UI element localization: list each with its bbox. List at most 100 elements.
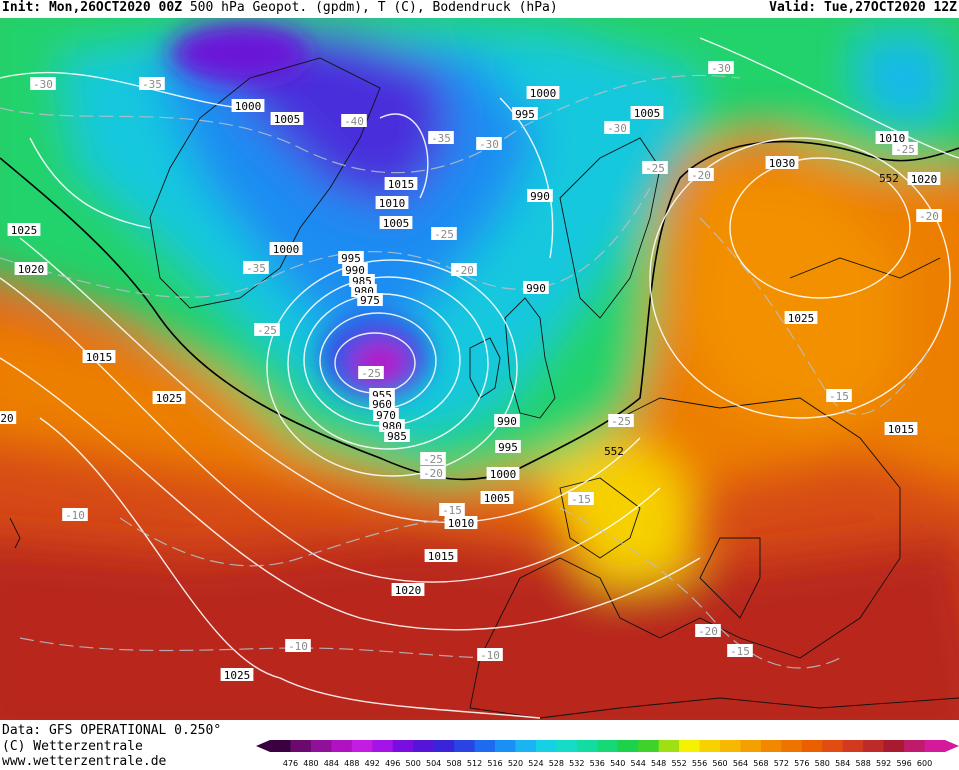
temperature-label: -30	[476, 137, 502, 151]
isobar-label-box	[270, 112, 304, 125]
scale-tick-label: 528	[549, 759, 564, 768]
scale-tick-label: 592	[876, 759, 891, 768]
thickness-label-text: 552	[604, 445, 624, 458]
temperature-label-box	[451, 263, 477, 276]
isobar-label-text: 1010	[379, 197, 406, 210]
scale-tick-label: 520	[508, 759, 523, 768]
geopotential-field	[0, 18, 959, 720]
copyright: (C) Wetterzentrale	[2, 738, 143, 754]
valid-label: Valid:	[769, 0, 817, 15]
scale-tick-label: 524	[528, 759, 543, 768]
scale-tick-label: 536	[590, 759, 605, 768]
scale-swatch	[924, 740, 946, 752]
scale-swatch	[392, 740, 414, 752]
isobar-label: 1000	[526, 86, 560, 100]
isobar-label: 970	[373, 408, 399, 422]
isobar-label: 990	[523, 281, 549, 295]
scale-swatch	[863, 740, 885, 752]
isobar-label: 1000	[269, 242, 303, 256]
isobar-label-text: 1015	[86, 351, 113, 364]
isobar-label-box	[907, 172, 941, 185]
temperature-label: -20	[688, 168, 714, 182]
temperature-label-text: -30	[33, 78, 53, 91]
scale-swatch	[331, 740, 353, 752]
isobar-label-box	[527, 189, 553, 202]
scale-tick-label: 532	[569, 759, 584, 768]
scale-tick-label: 580	[815, 759, 830, 768]
isobar-label-box	[494, 414, 520, 427]
temperature-label: -35	[428, 131, 454, 145]
isobar-label-box	[384, 429, 410, 442]
scale-swatch	[270, 740, 291, 752]
temperature-label-text: -35	[431, 132, 451, 145]
isobar-label: 960	[369, 397, 395, 411]
temperature-label: -25	[608, 414, 634, 428]
isobar-label-text: 1025	[224, 669, 251, 682]
temperature-label-box	[476, 137, 502, 150]
isobar-label: 1025	[7, 223, 41, 237]
temperature-label-box	[568, 492, 594, 505]
init-value: Mon,26OCT2020 00Z	[48, 0, 183, 15]
temperature-label-text: -10	[480, 649, 500, 662]
isobar-label-text: 1025	[156, 392, 183, 405]
isobar-label: 995	[495, 440, 521, 454]
scale-swatch	[801, 740, 823, 752]
scale-arrow-left	[256, 740, 270, 752]
isobar-label: 1010	[444, 516, 478, 530]
isobar-label-text: 990	[530, 190, 550, 203]
temperature-label-text: -35	[246, 262, 266, 275]
isobar-label-box	[391, 583, 425, 596]
isobar-label: 1005	[270, 112, 304, 126]
temperature-label-box	[254, 323, 280, 336]
isobar-label-text: 1000	[273, 243, 300, 256]
isobar-label-text: 985	[387, 430, 407, 443]
isobar-label: 1020	[14, 262, 48, 276]
isobar-label-text: 970	[376, 409, 396, 422]
isobar-label: 1000	[231, 99, 265, 113]
isobar-label-text: 990	[526, 282, 546, 295]
isobar-label: 1010	[875, 131, 909, 145]
scale-swatch	[617, 740, 639, 752]
temperature-label: -10	[62, 508, 88, 522]
temperature-label-text: -10	[288, 640, 308, 653]
temperature-label-box	[642, 161, 668, 174]
isobar-label: 20	[0, 411, 17, 425]
isobar-label: 1015	[82, 350, 116, 364]
isobar-label-box	[424, 549, 458, 562]
scale-swatch	[535, 740, 557, 752]
isobar-label-text: 1010	[448, 517, 475, 530]
isobar-label-text: 1000	[530, 87, 557, 100]
scale-tick-label: 584	[835, 759, 850, 768]
isobar-label: 1015	[424, 549, 458, 563]
isobar-label: 1005	[480, 491, 514, 505]
isobar-label-text: 1000	[235, 100, 262, 113]
scale-tick-label: 568	[753, 759, 768, 768]
isobar-label: 1025	[784, 311, 818, 325]
scale-arrow-right	[945, 740, 959, 752]
scale-tick-label: 544	[631, 759, 646, 768]
temperature-label-text: -20	[454, 264, 474, 277]
temperature-label-text: -35	[142, 78, 162, 91]
scale-tick-label: 504	[426, 759, 441, 768]
isobar-label-box	[82, 350, 116, 363]
scale-swatch	[883, 740, 905, 752]
isobar-label-box	[220, 668, 254, 681]
isobar-label-box	[357, 293, 383, 306]
temperature-label: -10	[477, 648, 503, 662]
temperature-label-box	[358, 366, 384, 379]
isobar-label: 1005	[379, 216, 413, 230]
temperature-label-text: -15	[442, 504, 462, 517]
map-labels: 1000 1005 1000 995 1005 1015 1010 1005 990 1000 99…	[0, 61, 942, 682]
isobar-label-text: 1025	[11, 224, 38, 237]
website-link[interactable]: www.wetterzentrale.de	[2, 754, 167, 769]
thickness-label: 552	[604, 445, 624, 458]
temperature-label: -15	[439, 503, 465, 517]
temperature-label-text: -15	[730, 645, 750, 658]
temperature-label-box	[688, 168, 714, 181]
temperature-label: -40	[341, 114, 367, 128]
isobar-label-text: 1025	[788, 312, 815, 325]
temperature-label-text: -20	[423, 467, 443, 480]
scale-swatch	[842, 740, 864, 752]
scale-tick-label: 556	[692, 759, 707, 768]
isobar-label: 1000	[486, 467, 520, 481]
